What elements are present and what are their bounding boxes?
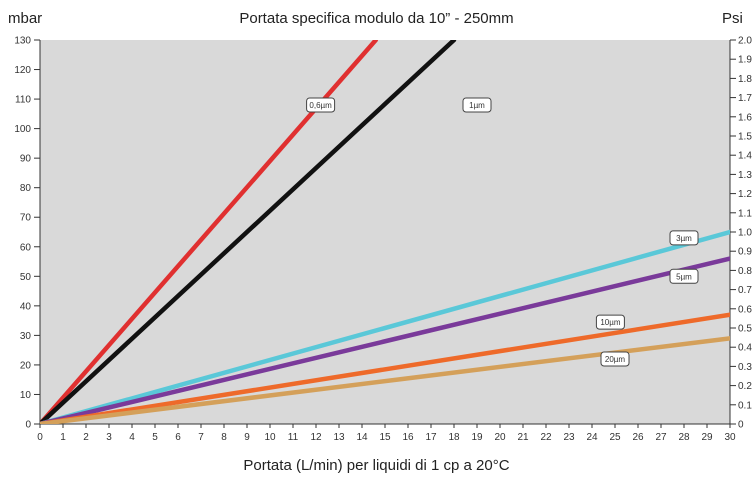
x-tick-label-21: 21 (517, 432, 529, 443)
x-tick-label-0: 0 (37, 432, 43, 443)
x-tick-label-26: 26 (632, 432, 644, 443)
series-line-2 (40, 229, 730, 424)
x-tick-label-25: 25 (609, 432, 621, 443)
y2-axis-unit-psi: Psi (722, 10, 743, 27)
y-tick-label-100: 100 (14, 124, 31, 135)
y2-tick-label-1.8: 1.8 (738, 74, 752, 85)
y2-tick-label-0.4: 0.4 (738, 343, 752, 354)
series-label-box-0 (306, 97, 336, 113)
series-label-0: 0,6µm (309, 101, 332, 110)
x-tick-label-2: 2 (83, 432, 89, 443)
y2-tick-label-1.9: 1.9 (738, 55, 752, 66)
y2-tick-label-1.7: 1.7 (738, 93, 752, 104)
y-tick-label-50: 50 (20, 272, 32, 283)
series-label-5: 20µm (605, 355, 626, 364)
x-tick-label-9: 9 (244, 432, 250, 443)
y2-tick-label-1.4: 1.4 (738, 151, 752, 162)
series-label-box-5 (600, 351, 630, 367)
x-tick-label-8: 8 (221, 432, 227, 443)
x-axis-label: Portata (L/min) per liquidi di 1 cp a 20… (243, 457, 510, 474)
y2-tick-label-0.1: 0.1 (738, 400, 752, 411)
x-tick-label-14: 14 (356, 432, 368, 443)
y2-tick-label-0.5: 0.5 (738, 324, 752, 335)
series-label-1: 1µm (469, 101, 485, 110)
y2-tick-label-0.9: 0.9 (738, 247, 752, 258)
chart-title: Portata specifica modulo da 10” - 250mm (239, 10, 514, 27)
series-label-box-1 (462, 97, 492, 113)
x-tick-label-5: 5 (152, 432, 158, 443)
y-tick-label-20: 20 (20, 360, 32, 371)
series-label-box-3 (669, 268, 699, 284)
y2-tick-label-1.3: 1.3 (738, 170, 752, 181)
series-line-1 (40, 40, 457, 424)
x-tick-label-19: 19 (471, 432, 483, 443)
y-tick-label-110: 110 (15, 95, 31, 106)
y2-tick-label-1.5: 1.5 (738, 132, 752, 143)
y-axis-unit-mbar: mbar (8, 10, 43, 27)
x-tick-label-18: 18 (448, 432, 460, 443)
series-line-4 (40, 312, 730, 424)
x-tick-label-4: 4 (129, 432, 135, 443)
y-tick-label-10: 10 (20, 390, 32, 401)
series-label-box-4 (595, 314, 625, 330)
y2-tick-label-0.6: 0.6 (738, 304, 752, 315)
x-tick-label-1: 1 (60, 432, 66, 443)
y2-tick-label-0.2: 0.2 (738, 381, 752, 392)
y2-tick-label-0.7: 0.7 (738, 285, 752, 296)
x-tick-label-30: 30 (724, 432, 736, 443)
x-tick-label-20: 20 (494, 432, 506, 443)
x-tick-label-11: 11 (288, 432, 299, 443)
y-tick-label-70: 70 (20, 213, 32, 224)
x-tick-label-27: 27 (655, 432, 667, 443)
y2-tick-label-2.0: 2.0 (738, 36, 752, 47)
x-tick-label-7: 7 (198, 432, 204, 443)
x-tick-label-22: 22 (540, 432, 552, 443)
x-tick-label-16: 16 (402, 432, 414, 443)
y-tick-label-0: 0 (25, 420, 31, 431)
series-label-3: 5µm (676, 272, 692, 281)
y2-tick-label-1.6: 1.6 (738, 112, 752, 123)
x-tick-label-23: 23 (563, 432, 575, 443)
x-tick-label-17: 17 (425, 432, 437, 443)
y-tick-label-120: 120 (14, 65, 31, 76)
y-tick-label-40: 40 (20, 301, 32, 312)
y2-tick-label-1.1: 1.1 (738, 208, 752, 219)
x-tick-label-13: 13 (333, 432, 345, 443)
y-tick-label-80: 80 (20, 183, 32, 194)
series-label-2: 3µm (676, 234, 692, 243)
x-tick-label-29: 29 (701, 432, 713, 443)
y-tick-label-130: 130 (14, 36, 31, 47)
x-tick-label-6: 6 (175, 432, 181, 443)
x-tick-label-24: 24 (586, 432, 598, 443)
y-tick-label-60: 60 (20, 242, 32, 253)
y2-tick-label-1.0: 1.0 (738, 228, 752, 239)
x-tick-label-10: 10 (264, 432, 276, 443)
y-tick-label-30: 30 (20, 331, 32, 342)
y2-tick-label-0: 0 (738, 420, 744, 431)
x-tick-label-3: 3 (106, 432, 112, 443)
y2-tick-label-1.2: 1.2 (738, 189, 752, 200)
x-tick-label-28: 28 (678, 432, 690, 443)
y2-tick-label-0.3: 0.3 (738, 362, 752, 373)
x-tick-label-15: 15 (379, 432, 391, 443)
series-label-4: 10µm (600, 318, 621, 327)
y-tick-label-90: 90 (20, 154, 32, 165)
x-tick-label-12: 12 (310, 432, 322, 443)
series-line-3 (40, 256, 730, 424)
y2-tick-label-0.8: 0.8 (738, 266, 752, 277)
series-label-box-2 (669, 230, 699, 246)
